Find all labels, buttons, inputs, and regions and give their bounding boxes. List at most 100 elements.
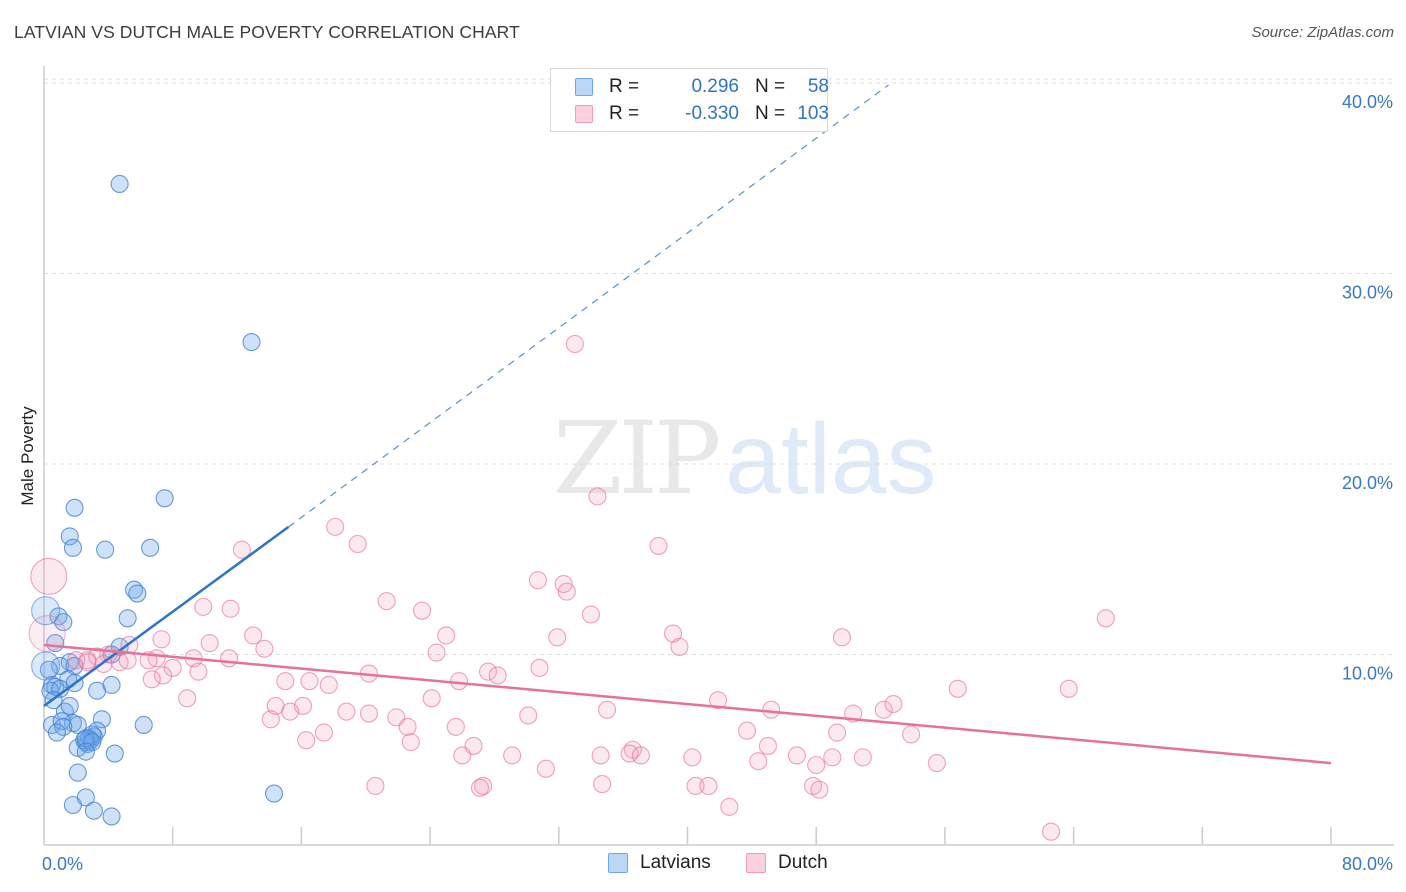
dutch-point	[88, 647, 107, 666]
latvians-swatch	[575, 78, 593, 96]
dutch-point	[810, 780, 829, 799]
dutch-point	[221, 599, 240, 618]
y-axis-label: Male Poverty	[18, 406, 37, 506]
latvians-point	[76, 788, 95, 807]
dutch-point	[670, 637, 689, 656]
dutch-point	[189, 662, 208, 681]
dutch-point	[548, 628, 567, 647]
dutch-point	[927, 754, 946, 773]
latvians-point	[63, 538, 83, 557]
dutch-point	[422, 689, 441, 708]
dutch-point	[366, 776, 385, 795]
dutch-point	[232, 540, 251, 559]
y-tick-label: 30.0%	[1342, 283, 1393, 303]
dutch-point	[807, 755, 826, 775]
dutch-point	[832, 628, 851, 647]
dutch-point	[67, 651, 86, 670]
dutch-point	[200, 634, 219, 653]
watermark: ZIPatlas	[553, 400, 937, 517]
latvians-point	[39, 660, 58, 679]
chart-source: Source: ZipAtlas.com	[1251, 24, 1394, 41]
dutch-point	[276, 672, 295, 691]
dutch-point	[30, 557, 68, 595]
dutch-point	[348, 534, 367, 554]
dutch-point	[620, 744, 639, 763]
dutch-point	[528, 571, 547, 590]
watermark-zip: ZIP	[553, 400, 721, 517]
latvians-point	[31, 596, 61, 626]
dutch-point	[244, 626, 263, 645]
latvians-legend-label: Latvians	[640, 852, 711, 873]
dutch-point	[902, 725, 921, 744]
dutch-point	[194, 597, 213, 616]
dutch-point	[219, 649, 239, 668]
n-label: N =	[755, 103, 786, 124]
n-value: 58	[807, 76, 829, 97]
latvians-point	[96, 540, 115, 559]
latvians-point	[68, 715, 87, 735]
dutch-point	[474, 776, 493, 795]
chart-title: LATVIAN VS DUTCH MALE POVERTY CORRELATIO…	[14, 22, 520, 42]
latvians-point	[141, 538, 160, 557]
dutch-point	[437, 626, 456, 645]
dutch-point	[565, 334, 584, 354]
dutch-point	[359, 704, 379, 723]
latvians-point	[54, 613, 73, 632]
dutch-point	[319, 675, 338, 695]
dutch-point	[758, 736, 777, 755]
latvians-point	[76, 742, 95, 761]
latvians-point	[65, 498, 84, 517]
dutch-point	[153, 666, 173, 685]
y-tick-label: 20.0%	[1342, 473, 1393, 493]
dutch-point	[401, 733, 420, 752]
latvians-point	[60, 527, 79, 546]
dutch-point	[948, 679, 967, 698]
dutch-point	[823, 748, 842, 767]
r-label: R =	[609, 103, 640, 124]
dutch-point	[536, 759, 555, 778]
latvians-point	[105, 744, 124, 763]
dutch-point	[178, 689, 197, 708]
dutch-point	[649, 536, 668, 555]
dutch-point	[255, 639, 274, 658]
dutch-point	[297, 731, 316, 750]
watermark-atlas: atlas	[725, 403, 937, 515]
dutch-point	[699, 776, 718, 795]
dutch-point	[300, 672, 319, 691]
latvians-point	[155, 489, 174, 508]
dutch-point	[377, 592, 396, 611]
dutch-point	[593, 774, 612, 794]
dutch-point	[737, 721, 757, 740]
dutch-trend-line	[43, 643, 1332, 765]
dutch-swatch	[575, 105, 593, 123]
dutch-point	[488, 666, 507, 685]
latvians-point	[102, 675, 121, 695]
dutch-point	[413, 601, 432, 620]
r-value: -0.330	[685, 103, 739, 124]
dutch-point	[453, 746, 472, 765]
dutch-point	[314, 723, 333, 742]
dutch-point	[749, 752, 768, 771]
dutch-point	[446, 717, 465, 736]
latvians-point	[134, 715, 153, 735]
n-label: N =	[755, 76, 786, 97]
dutch-point	[828, 723, 847, 742]
latvians-point	[102, 807, 121, 826]
latvians-trend-line	[43, 525, 290, 707]
latvians-point	[68, 763, 87, 782]
dutch-point	[853, 748, 872, 767]
dutch-point	[683, 748, 702, 767]
dutch-point	[78, 653, 97, 672]
dutch-point	[398, 717, 417, 736]
dutch-point	[631, 746, 650, 765]
dutch-point	[281, 702, 300, 721]
dutch-point	[530, 658, 549, 677]
r-label: R =	[609, 76, 640, 97]
dutch-point	[709, 691, 728, 710]
y-tick-label: 40.0%	[1342, 92, 1393, 112]
dutch-point	[1096, 609, 1115, 628]
dutch-point	[163, 658, 182, 677]
dutch-point	[581, 605, 601, 624]
dutch-point	[470, 778, 490, 797]
